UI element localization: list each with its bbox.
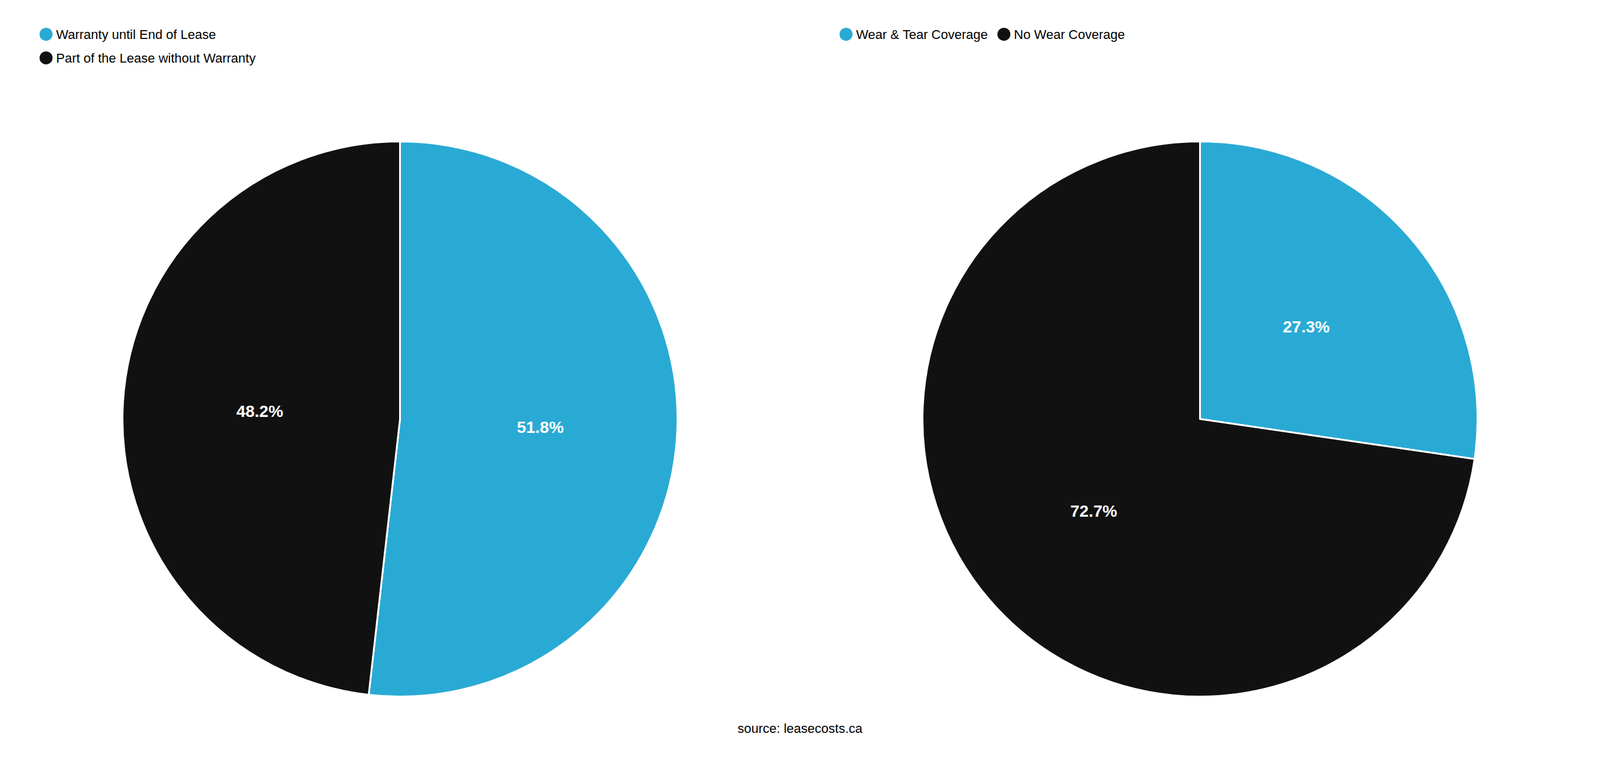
svg-text:source: leasecosts.ca: source: leasecosts.ca — [737, 720, 863, 736]
svg-text:51.8%: 51.8% — [516, 418, 564, 437]
svg-text:No Wear Coverage: No Wear Coverage — [1013, 27, 1125, 42]
svg-text:Wear & Tear Coverage: Wear & Tear Coverage — [856, 27, 988, 42]
svg-text:72.7%: 72.7% — [1070, 501, 1118, 521]
svg-text:Part of the Lease without Warr: Part of the Lease without Warranty — [56, 50, 256, 66]
svg-text:27.3%: 27.3% — [1282, 317, 1330, 336]
svg-text:48.2%: 48.2% — [236, 402, 283, 421]
svg-text:Warranty until End of Lease: Warranty until End of Lease — [56, 27, 217, 42]
